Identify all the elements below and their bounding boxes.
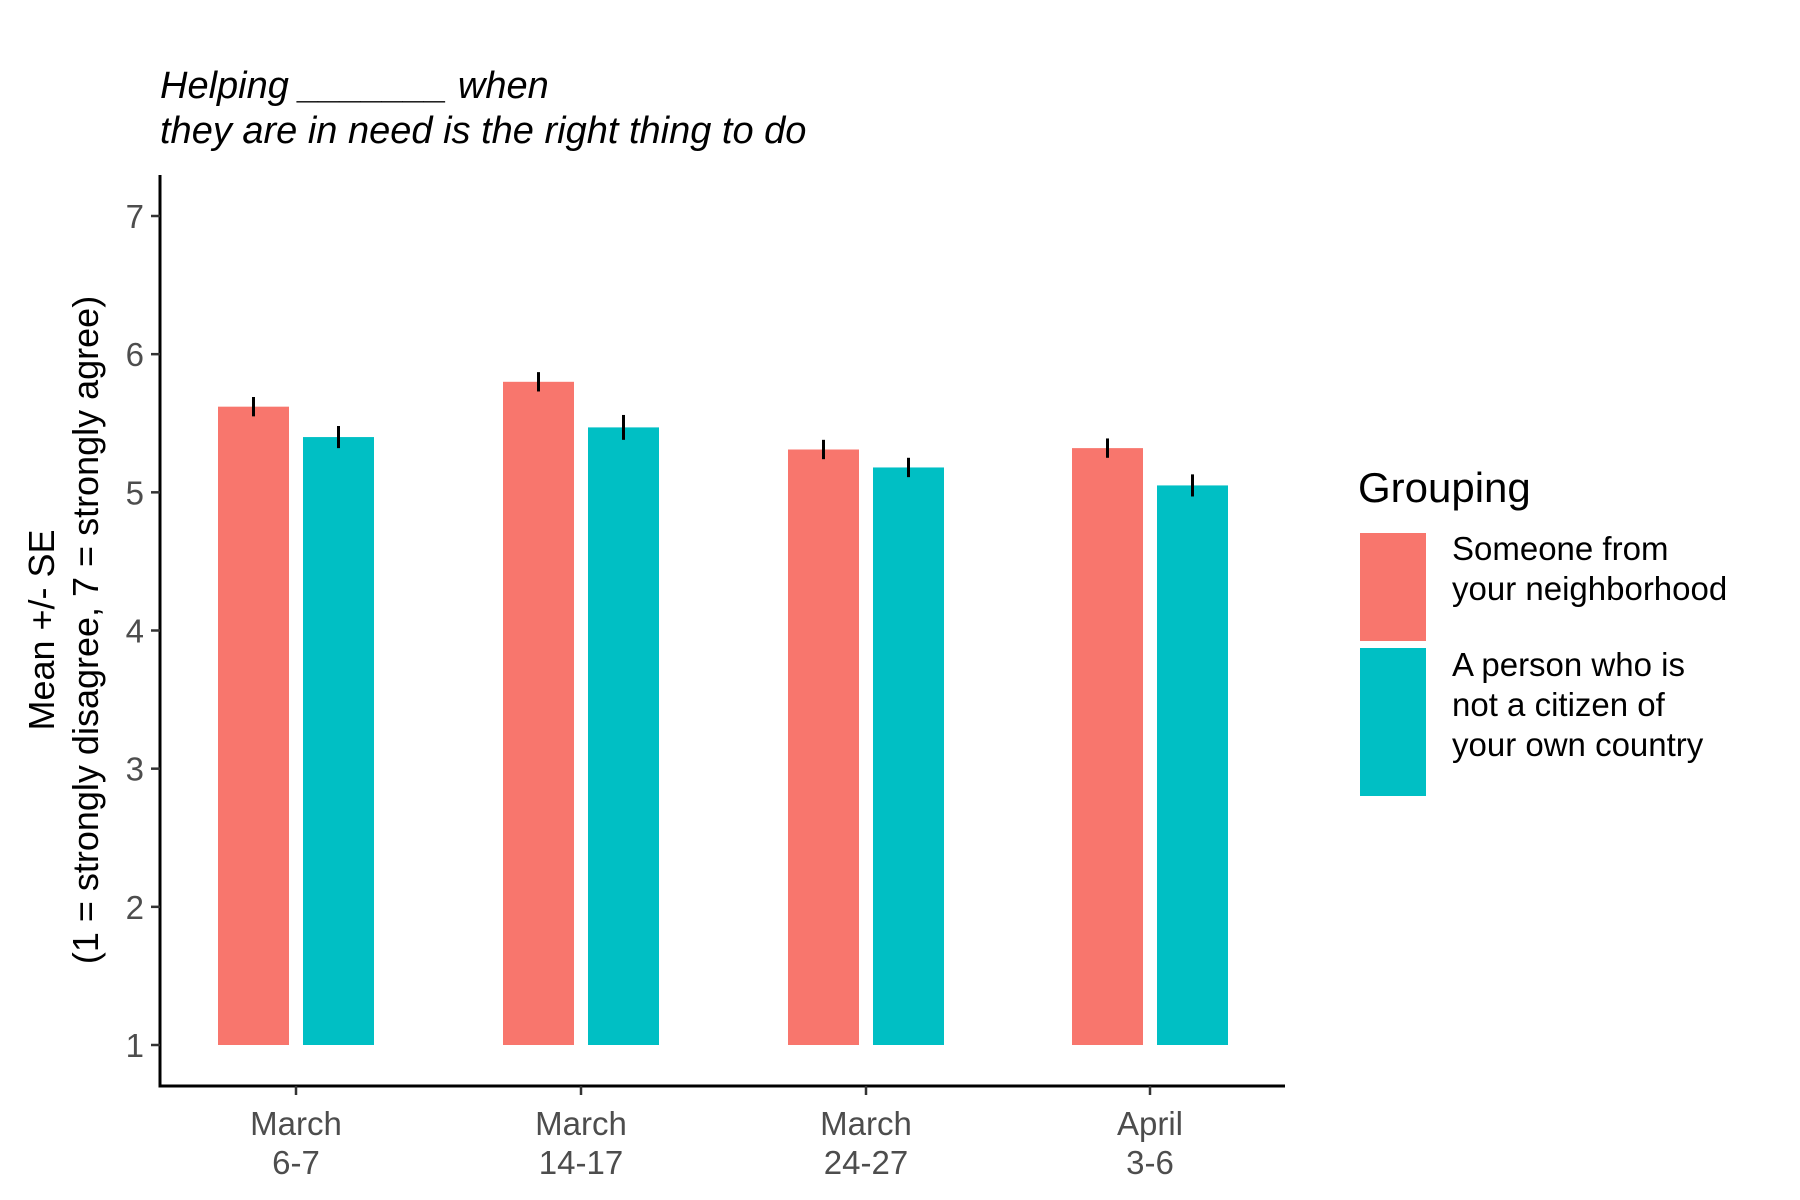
bar <box>218 406 289 1045</box>
y-tick-label: 5 <box>126 474 144 511</box>
y-tick-label: 1 <box>126 1027 144 1064</box>
y-axis-title-line: (1 = strongly disagree, 7 = strongly agr… <box>65 296 106 964</box>
y-tick-label: 3 <box>126 751 144 788</box>
legend-key <box>1360 648 1426 796</box>
bar <box>1072 448 1143 1045</box>
y-tick-label: 7 <box>126 198 144 235</box>
y-axis-title: Mean +/- SE(1 = strongly disagree, 7 = s… <box>21 296 106 964</box>
x-tick-label: March 6-7 <box>250 1105 342 1181</box>
y-tick-label: 6 <box>126 336 144 373</box>
legend-item: Someone from your neighborhood <box>1360 530 1727 641</box>
y-tick-label: 4 <box>126 613 144 650</box>
y-tick-label: 2 <box>126 889 144 926</box>
bars <box>218 381 1228 1046</box>
legend-label: A person who is not a citizen of your own … <box>1452 646 1704 763</box>
legend-item: A person who is not a citizen of your own … <box>1360 646 1704 796</box>
y-axis-title-text: Mean +/- SE(1 = strongly disagree, 7 = s… <box>21 296 106 964</box>
legend-label: Someone from your neighborhood <box>1452 530 1727 607</box>
x-tick-label: April 3-6 <box>1117 1105 1183 1181</box>
bar <box>588 427 659 1045</box>
bar <box>303 437 374 1046</box>
x-tick-label: March 14-17 <box>535 1105 627 1181</box>
chart-title-line: they are in need is the right thing to d… <box>160 110 806 152</box>
x-tick-label: March 24-27 <box>820 1105 912 1181</box>
bar <box>503 381 574 1045</box>
legend-title: Grouping <box>1358 464 1531 511</box>
chart-title-line: Helping _______ when <box>160 65 549 107</box>
bar <box>1157 485 1228 1045</box>
error-bars <box>252 372 1194 497</box>
legend-key <box>1360 533 1426 641</box>
x-axis-ticks: March 6-7 March 14-17 March 24-27 April 3-6 <box>250 1086 1183 1181</box>
legend: Grouping Someone from your neighborhood A p… <box>1358 464 1727 796</box>
y-axis-title-line: Mean +/- SE <box>21 529 62 730</box>
bar <box>873 467 944 1045</box>
y-axis-ticks: 1 2 3 4 5 6 7 <box>126 198 160 1064</box>
bar <box>788 449 859 1045</box>
